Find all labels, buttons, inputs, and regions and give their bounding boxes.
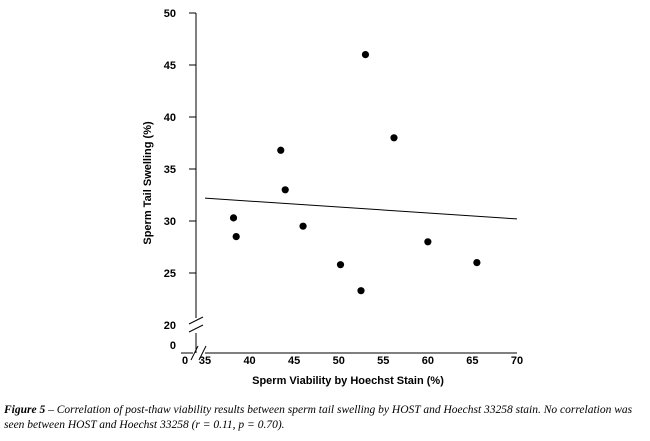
- y-tick-label: 40: [164, 112, 176, 124]
- x-tick-label: 65: [466, 355, 478, 367]
- y-tick-label: 35: [164, 164, 176, 176]
- y-tick-label: 50: [164, 8, 176, 20]
- x-tick-label: 70: [511, 355, 523, 367]
- trend-line: [204, 197, 518, 220]
- data-point: [232, 233, 240, 241]
- y-axis: 0 20 25 30 35 40 45 50: [164, 8, 204, 353]
- data-point: [299, 222, 307, 230]
- x-tick-label: 50: [333, 355, 345, 367]
- data-points: [229, 51, 481, 295]
- figure-label: Figure 5: [4, 404, 46, 416]
- x-tick-label: 55: [377, 355, 389, 367]
- y-axis-break: [188, 316, 204, 333]
- data-point: [361, 51, 370, 59]
- data-point: [473, 259, 481, 267]
- y-tick-label: 45: [164, 60, 176, 72]
- y-tick-label: 25: [164, 268, 176, 280]
- data-point: [281, 186, 289, 194]
- data-point: [424, 238, 432, 246]
- y-tick-label: 0: [170, 340, 176, 352]
- data-point: [357, 287, 365, 295]
- x-tick-label: 0: [182, 355, 188, 367]
- x-tick-label: 40: [243, 355, 255, 367]
- x-axis-title: Sperm Viability by Hoechst Stain (%): [252, 375, 444, 387]
- data-point: [229, 214, 238, 222]
- y-axis-title: Sperm Tail Swelling (%): [142, 121, 154, 245]
- x-axis: 0 35 40 45 50 55 60 65 70: [181, 345, 523, 367]
- y-ticks: 0 20 25 30 35 40 45 50: [164, 8, 196, 352]
- data-point: [390, 134, 398, 142]
- x-tick-label: 60: [422, 355, 434, 367]
- caption-text: – Correlation of post-thaw viability res…: [4, 404, 633, 431]
- figure-caption: Figure 5 – Correlation of post-thaw viab…: [4, 403, 648, 433]
- y-tick-label: 30: [164, 216, 176, 228]
- x-ticks: 0 35 40 45 50 55 60 65 70: [182, 355, 523, 367]
- x-axis-break: [190, 345, 207, 361]
- x-tick-label: 35: [199, 355, 211, 367]
- data-point: [336, 261, 345, 269]
- y-tick-label: 20: [164, 320, 176, 332]
- data-point: [277, 146, 285, 154]
- x-tick-label: 45: [288, 355, 300, 367]
- scatter-chart: 0 20 25 30 35 40 45 50 0 35 40 45 50 55 60 65 70 Sperm …: [142, 8, 523, 387]
